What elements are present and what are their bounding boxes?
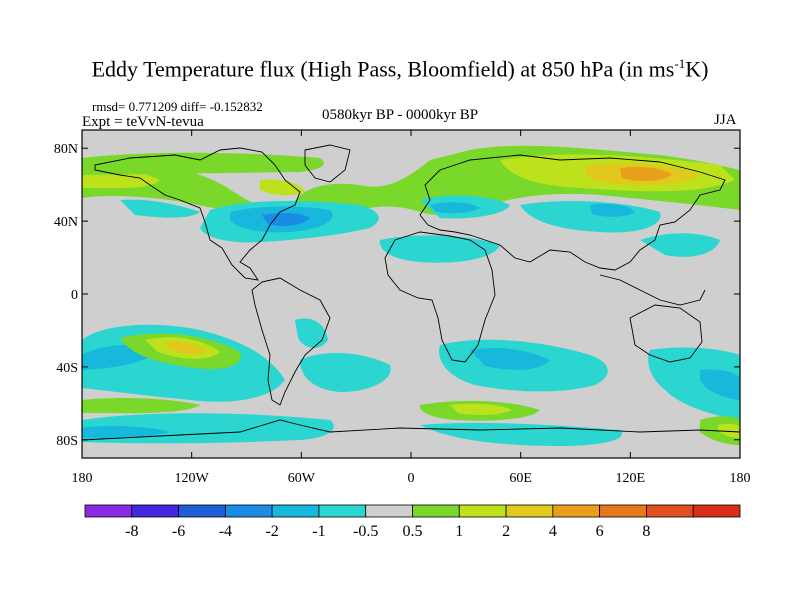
- coastline-north-america: [94, 147, 301, 281]
- coastline-greenland: [304, 144, 351, 183]
- colorbar-swatch: [458, 504, 507, 518]
- positive-region: [165, 341, 207, 355]
- coastline-antarctica: [82, 419, 740, 441]
- negative-region: [590, 203, 635, 217]
- negative-region: [295, 318, 328, 349]
- colorbar-swatch: [84, 504, 133, 518]
- title-main: Eddy Temperature flux (High Pass, Bloomf…: [91, 56, 675, 82]
- title-tail: K): [685, 56, 709, 82]
- negative-region: [640, 233, 720, 257]
- colorbar-label: 8: [642, 523, 650, 540]
- colorbar-swatch: [599, 504, 647, 518]
- colorbar-swatch: [318, 504, 367, 518]
- positive-region: [82, 152, 324, 175]
- x-tick-label: 0: [408, 471, 415, 486]
- colorbar-label: -8: [125, 523, 138, 540]
- y-tick-label: 40S: [56, 361, 78, 376]
- period-label: 0580kyr BP - 0000kyr BP: [322, 107, 479, 123]
- colorbar-label: -4: [219, 523, 232, 540]
- colorbar-swatch: [692, 504, 741, 518]
- colorbar-swatch: [178, 504, 226, 518]
- plot-title: Eddy Temperature flux (High Pass, Bloomf…: [0, 56, 800, 82]
- colorbar-label: 0.5: [403, 523, 423, 540]
- colorbar-swatch: [646, 504, 694, 518]
- negative-region: [430, 202, 480, 214]
- y-tick-label: 0: [71, 288, 78, 303]
- colorbar-label: 6: [596, 523, 604, 540]
- negative-region: [648, 347, 740, 420]
- coastline-australia: [629, 304, 703, 363]
- colorbar-swatch: [412, 504, 460, 518]
- colorbar-swatch: [271, 504, 320, 518]
- colorbar-label: -1: [312, 523, 325, 540]
- coastline-africa: [384, 231, 496, 363]
- experiment-label: Expt = teVvN-tevua: [82, 114, 204, 130]
- x-tick-label: 60E: [509, 471, 532, 486]
- colorbar-swatch: [224, 504, 273, 518]
- colorbar-label: -2: [265, 523, 278, 540]
- x-tick-label: 60W: [288, 471, 316, 486]
- y-tick-label: 80S: [56, 434, 78, 449]
- positive-region: [450, 403, 512, 415]
- title-superscript: -1: [674, 56, 686, 71]
- x-tick-label: 180: [730, 471, 751, 486]
- colorbar-label: 2: [502, 523, 510, 540]
- negative-region: [262, 213, 310, 226]
- positive-region: [82, 397, 200, 414]
- negative-region: [82, 425, 170, 439]
- colorbar-swatch: [505, 504, 554, 518]
- season-label: JJA: [714, 112, 737, 128]
- positive-region: [260, 179, 305, 196]
- colorbar: -8 -6 -4 -2 -1 -0.5 0.5 1 2 4 6 8: [84, 504, 741, 540]
- stats-label: rmsd= 0.771209 diff= -0.152832: [92, 99, 263, 114]
- colorbar-label: -6: [172, 523, 185, 540]
- colorbar-label: 4: [549, 523, 557, 540]
- colorbar-swatch: [131, 504, 179, 518]
- negative-region: [120, 199, 200, 218]
- colorbar-label: 1: [455, 523, 463, 540]
- coastline-europe-asia: [419, 154, 726, 271]
- colorbar-label: -0.5: [353, 523, 378, 540]
- coastlines: [82, 144, 740, 441]
- negative-region: [379, 235, 500, 263]
- flux-field: [82, 145, 740, 446]
- negative-region: [700, 369, 740, 400]
- colorbar-swatch: [552, 504, 601, 518]
- x-tick-label: 120E: [616, 471, 646, 486]
- coastline-south-america: [251, 277, 331, 406]
- colorbar-swatch: [365, 504, 413, 518]
- negative-region: [300, 353, 391, 392]
- x-tick-label: 180: [72, 471, 93, 486]
- axis-ticks: 80N 40N 0 40S 80S 180 120W 60W 0 60E 120E 180: [54, 130, 751, 486]
- positive-region: [620, 166, 672, 182]
- y-tick-label: 40N: [54, 215, 78, 230]
- x-tick-label: 120W: [175, 471, 210, 486]
- coastline-southeast-asia: [599, 274, 706, 306]
- y-tick-label: 80N: [54, 142, 78, 157]
- negative-region: [470, 348, 550, 370]
